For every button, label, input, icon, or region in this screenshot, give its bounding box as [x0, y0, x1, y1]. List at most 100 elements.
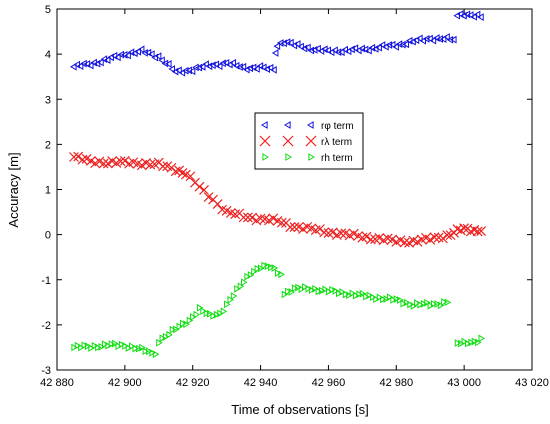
data-point: [456, 10, 464, 18]
data-point: [443, 33, 450, 41]
x-axis-ticks: 42 880 42 900 42 920 42 940 42 960 42 980 43 0…: [40, 9, 549, 389]
data-point: [86, 61, 94, 70]
data-point: [444, 298, 452, 307]
data-point: [400, 299, 408, 308]
data-point: [124, 51, 131, 60]
data-point: [285, 153, 292, 161]
y-tick-label: 1: [45, 185, 51, 197]
data-point: [145, 159, 156, 170]
y-tick-label: -2: [41, 320, 51, 332]
data-point: [179, 319, 187, 328]
data-point: [212, 60, 220, 69]
data-point: [134, 47, 142, 56]
data-point: [239, 62, 247, 71]
data-point: [95, 343, 102, 352]
y-axis-label: Accuracy [m]: [6, 152, 21, 227]
data-point: [244, 272, 251, 281]
x-tick-label: 42 980: [379, 377, 413, 389]
data-point: [282, 135, 294, 147]
legend-label: rλ term: [321, 137, 352, 148]
data-point: [342, 290, 350, 299]
data-point: [261, 121, 268, 129]
data-point: [91, 341, 99, 350]
data-point: [175, 66, 182, 75]
data-point: [323, 228, 334, 238]
data-point: [196, 303, 204, 312]
legend: rφ term rλ term rh term: [254, 112, 364, 170]
data-point: [382, 42, 389, 51]
data-point: [376, 293, 384, 302]
data-point: [217, 309, 224, 318]
data-point: [338, 48, 345, 57]
data-point: [114, 53, 121, 62]
data-point: [77, 154, 88, 165]
data-point: [385, 41, 393, 49]
data-point: [146, 347, 153, 356]
data-point: [436, 35, 443, 43]
data-point: [395, 40, 403, 49]
data-point: [80, 59, 87, 68]
data-point: [325, 287, 333, 296]
data-point: [352, 291, 360, 300]
data-point: [139, 343, 146, 352]
data-point: [331, 46, 338, 55]
data-point: [154, 52, 162, 61]
legend-entry: rh term: [262, 153, 353, 164]
data-point: [164, 60, 172, 68]
data-point: [137, 45, 145, 54]
data-point: [257, 264, 265, 273]
data-point: [227, 295, 235, 304]
data-point: [222, 58, 230, 67]
data-point: [442, 230, 453, 240]
data-point: [363, 292, 370, 301]
data-point: [271, 49, 279, 57]
data-point: [319, 227, 330, 238]
data-point: [84, 342, 92, 350]
data-point: [434, 300, 441, 308]
data-point: [168, 65, 175, 73]
data-point: [192, 63, 199, 72]
data-point: [226, 60, 233, 69]
data-point: [420, 300, 428, 308]
data-point: [158, 161, 168, 172]
data-point: [188, 67, 196, 76]
data-point: [276, 39, 284, 47]
data-point: [159, 334, 167, 343]
data-point: [98, 343, 106, 351]
data-point: [200, 307, 207, 315]
data-point: [417, 300, 425, 309]
data-point: [373, 295, 380, 304]
data-point: [422, 34, 430, 43]
data-point: [344, 47, 352, 56]
data-point: [393, 295, 401, 303]
data-point: [74, 341, 82, 350]
data-point: [399, 40, 406, 49]
data-point: [69, 152, 79, 162]
data-point: [429, 36, 437, 45]
data-point: [466, 11, 474, 19]
data-point: [173, 325, 180, 334]
data-point: [295, 283, 302, 292]
y-tick-label: 2: [45, 139, 51, 151]
data-point: [475, 338, 482, 347]
data-point: [324, 46, 332, 55]
data-point: [199, 185, 209, 195]
data-point: [402, 40, 410, 49]
data-point: [366, 291, 374, 300]
data-point: [125, 344, 133, 352]
data-point: [176, 322, 184, 331]
data-point: [276, 217, 287, 228]
data-point: [266, 63, 274, 72]
y-tick-label: 5: [45, 4, 51, 16]
data-point: [397, 296, 404, 304]
data-point: [255, 213, 266, 224]
data-point: [194, 181, 205, 192]
data-point: [264, 262, 272, 271]
data-point: [212, 199, 223, 209]
y-tick-label: 4: [45, 49, 51, 61]
data-point: [365, 234, 376, 245]
data-point: [410, 302, 418, 310]
data-point: [327, 48, 335, 57]
data-point: [458, 339, 465, 348]
data-point: [472, 226, 483, 237]
